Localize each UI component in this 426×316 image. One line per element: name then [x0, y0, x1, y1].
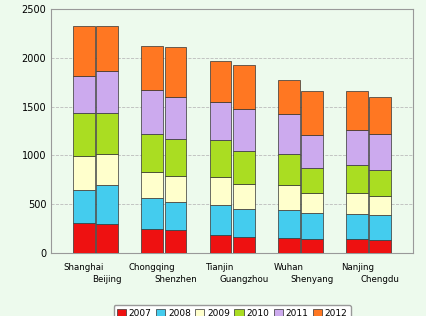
Bar — [278, 238, 300, 253]
Bar — [233, 151, 255, 184]
Bar — [73, 190, 95, 223]
Bar — [96, 154, 118, 185]
Bar — [346, 165, 368, 193]
Bar — [233, 184, 255, 209]
Bar — [73, 156, 95, 190]
Bar — [346, 130, 368, 165]
Bar — [210, 61, 231, 102]
Bar — [141, 198, 163, 229]
Bar — [210, 140, 231, 177]
Legend: 2007, 2008, 2009, 2010, 2011, 2012: 2007, 2008, 2009, 2010, 2011, 2012 — [113, 305, 351, 316]
Bar — [141, 134, 163, 172]
Bar — [278, 210, 300, 238]
Bar — [301, 193, 323, 213]
Bar — [210, 235, 231, 253]
Text: Tianjin: Tianjin — [206, 263, 235, 271]
Bar — [346, 239, 368, 253]
Bar — [73, 76, 95, 112]
Text: Shenzhen: Shenzhen — [154, 275, 197, 284]
Text: Chongqing: Chongqing — [129, 263, 176, 271]
Bar — [164, 230, 187, 253]
Bar — [141, 172, 163, 198]
Bar — [369, 97, 391, 134]
Bar — [346, 91, 368, 130]
Bar — [301, 91, 323, 135]
Bar — [369, 196, 391, 215]
Bar — [278, 114, 300, 155]
Bar — [96, 26, 118, 71]
Bar — [164, 47, 187, 97]
Bar — [233, 237, 255, 253]
Bar — [73, 223, 95, 253]
Bar — [278, 155, 300, 185]
Bar — [369, 134, 391, 170]
Bar — [233, 209, 255, 237]
Bar — [301, 135, 323, 168]
Bar — [96, 112, 118, 154]
Bar — [141, 229, 163, 253]
Bar — [369, 170, 391, 196]
Bar — [369, 215, 391, 240]
Bar — [164, 176, 187, 202]
Bar — [233, 109, 255, 151]
Text: Shanghai: Shanghai — [64, 263, 104, 271]
Text: Guangzhou: Guangzhou — [219, 275, 268, 284]
Bar — [210, 205, 231, 235]
Text: Beijing: Beijing — [92, 275, 122, 284]
Text: Wuhan: Wuhan — [274, 263, 304, 271]
Text: Nanjing: Nanjing — [341, 263, 374, 271]
Bar — [346, 193, 368, 214]
Bar — [141, 46, 163, 90]
Bar — [96, 71, 118, 112]
Bar — [278, 80, 300, 114]
Bar — [164, 97, 187, 139]
Bar — [233, 65, 255, 109]
Bar — [210, 102, 231, 140]
Text: Chengdu: Chengdu — [361, 275, 400, 284]
Text: Shenyang: Shenyang — [291, 275, 334, 284]
Bar — [164, 202, 187, 230]
Bar — [278, 185, 300, 210]
Bar — [301, 239, 323, 253]
Bar — [96, 224, 118, 253]
Bar — [369, 240, 391, 253]
Bar — [301, 213, 323, 239]
Bar — [346, 214, 368, 239]
Bar — [96, 185, 118, 224]
Bar — [73, 26, 95, 76]
Bar — [141, 90, 163, 134]
Bar — [73, 112, 95, 156]
Bar — [164, 139, 187, 176]
Bar — [210, 177, 231, 205]
Bar — [301, 168, 323, 193]
